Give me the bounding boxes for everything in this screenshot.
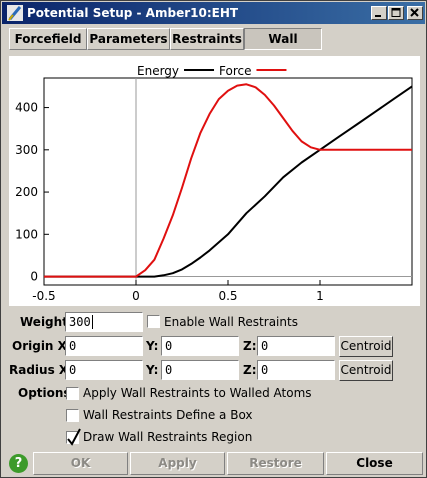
- text-cursor: [91, 315, 93, 329]
- radius-y-label: Y:: [146, 363, 159, 377]
- options-label: Options:: [18, 386, 76, 400]
- x-tick-label: -0.5: [32, 289, 55, 303]
- y-tick-label: 100: [15, 227, 38, 241]
- origin-x-input[interactable]: 0: [65, 336, 143, 356]
- y-tick-label: 400: [15, 101, 38, 115]
- radius-label: Radius X:: [9, 363, 73, 377]
- define-box-checkbox[interactable]: [66, 409, 79, 422]
- origin-y-input[interactable]: 0: [161, 336, 239, 356]
- x-tick-label: 1: [316, 289, 324, 303]
- origin-z-label: Z:: [243, 339, 257, 353]
- x-tick-label: 0: [132, 289, 140, 303]
- legend-label-energy: Energy: [137, 64, 179, 78]
- apply-walled-atoms-label: Apply Wall Restraints to Walled Atoms: [83, 386, 312, 400]
- x-tick-label: 0.5: [218, 289, 237, 303]
- tab-wall[interactable]: Wall: [244, 28, 322, 50]
- legend-label-force: Force: [219, 64, 251, 78]
- chart-svg: -0.5 0 0.5 1 0 100 200 300 400 Energy Force: [15, 64, 413, 303]
- restore-button[interactable]: Restore: [227, 452, 324, 475]
- help-icon[interactable]: ?: [9, 454, 28, 473]
- origin-z-input[interactable]: 0: [257, 336, 335, 356]
- apply-walled-atoms-checkbox[interactable]: [66, 387, 79, 400]
- series-line-force: [44, 83, 412, 278]
- close-icon: [410, 8, 419, 17]
- y-tick-label: 300: [15, 143, 38, 157]
- tab-restraints[interactable]: Restraints: [170, 28, 244, 50]
- title-bar[interactable]: Potential Setup - Amber10:EHT: [2, 2, 425, 24]
- close-button[interactable]: Close: [326, 452, 423, 475]
- radius-z-label: Z:: [243, 363, 257, 377]
- maximize-button[interactable]: [388, 6, 404, 20]
- y-tick-label: 200: [15, 185, 38, 199]
- tab-parameters[interactable]: Parameters: [87, 28, 170, 50]
- wall-potential-plot: -0.5 0 0.5 1 0 100 200 300 400 Energy Force: [9, 56, 420, 306]
- weight-input[interactable]: 300: [65, 312, 143, 332]
- maximize-icon: [391, 8, 401, 17]
- origin-label: Origin X:: [12, 339, 72, 353]
- series-line-energy: [44, 85, 413, 278]
- draw-region-checkbox[interactable]: [66, 428, 81, 446]
- minimize-icon: [375, 15, 381, 17]
- enable-wall-restraints-label: Enable Wall Restraints: [164, 315, 298, 329]
- close-window-button[interactable]: [407, 6, 423, 20]
- weight-value: 300: [69, 315, 91, 329]
- define-box-label: Wall Restraints Define a Box: [83, 408, 253, 422]
- plot-frame: [43, 77, 413, 286]
- radius-y-input[interactable]: 0: [161, 360, 239, 380]
- minimize-button[interactable]: [371, 6, 387, 20]
- radius-x-input[interactable]: 0: [65, 360, 143, 380]
- origin-y-label: Y:: [146, 339, 159, 353]
- checkmark-icon: [67, 428, 81, 446]
- app-icon: [7, 5, 23, 21]
- weight-label: Weight:: [20, 315, 73, 329]
- y-tick-label: 0: [30, 270, 38, 284]
- ok-button[interactable]: OK: [33, 452, 128, 475]
- radius-z-input[interactable]: 0: [257, 360, 335, 380]
- tab-forcefield[interactable]: Forcefield: [9, 28, 87, 50]
- window-title: Potential Setup - Amber10:EHT: [27, 6, 239, 20]
- apply-button[interactable]: Apply: [130, 452, 225, 475]
- origin-centroid-button[interactable]: Centroid: [339, 336, 393, 357]
- draw-region-label: Draw Wall Restraints Region: [83, 430, 253, 444]
- radius-centroid-button[interactable]: Centroid: [339, 360, 393, 381]
- enable-wall-restraints-checkbox[interactable]: [147, 315, 160, 328]
